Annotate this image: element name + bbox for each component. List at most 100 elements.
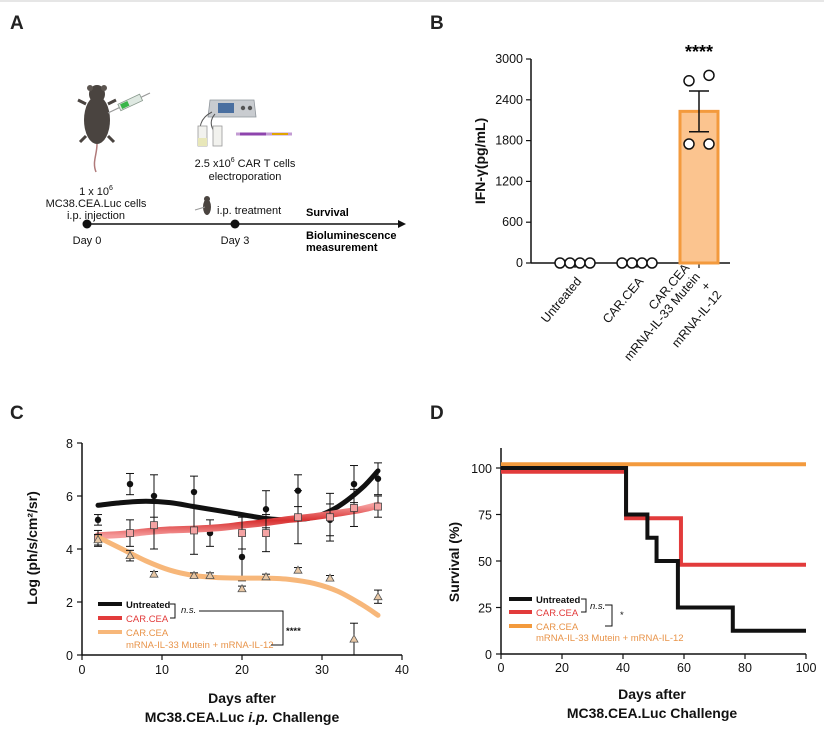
sig-label: * — [620, 610, 624, 621]
sig-bracket — [199, 610, 284, 646]
x-axis-label-line2: MC38.CEA.Luc Challenge — [567, 705, 738, 721]
survival-curve-0 — [501, 466, 806, 633]
y-tick-label: 600 — [502, 215, 523, 229]
data-point — [126, 480, 134, 488]
day0-dot — [82, 219, 92, 229]
data-point — [293, 565, 303, 574]
y-tick-label: 8 — [66, 437, 73, 451]
x-category-text: CAR.CEA — [600, 274, 647, 326]
panel-b-marks: **** — [554, 42, 720, 269]
data-point — [374, 475, 382, 482]
x-tick-label: 30 — [315, 663, 329, 677]
data-point — [150, 492, 158, 500]
data-point — [325, 573, 335, 582]
data-point — [554, 257, 566, 269]
small-mouse-icon — [194, 196, 211, 215]
data-point — [205, 570, 215, 579]
y-tick-label: 1200 — [495, 174, 523, 188]
legend-label-combo-2: mRNA-IL-33 Mutein + mRNA-IL-12 — [536, 633, 684, 644]
legend-label-combo-2: mRNA-IL-33 Mutein + mRNA-IL-12 — [126, 640, 274, 651]
data-point — [703, 138, 715, 150]
survival-curve-1 — [501, 469, 806, 567]
y-tick-label: 4 — [66, 543, 73, 557]
legend-label-car: CAR.CEA — [536, 608, 579, 619]
data-point — [646, 257, 658, 269]
legend-label-combo-1: CAR.CEA — [126, 628, 169, 639]
data-point — [374, 502, 382, 511]
x-tick-label: 40 — [395, 663, 409, 677]
biolum-line1: Bioluminescence — [306, 230, 396, 242]
data-point — [683, 75, 695, 87]
cart-count-label: 2.5 x106 CAR T cells — [195, 157, 296, 170]
x-axis-label-line1: Days after — [618, 686, 686, 702]
data-point — [636, 257, 648, 269]
data-point — [261, 572, 271, 581]
data-point — [238, 529, 246, 537]
legend-label-untreated: Untreated — [536, 595, 581, 606]
x-tick-label: 40 — [616, 661, 630, 675]
ns-bracket — [170, 603, 176, 619]
data-point — [125, 550, 135, 560]
data-point — [190, 526, 198, 535]
cells-line3: i.p. injection — [67, 210, 125, 222]
data-point — [616, 257, 628, 269]
mouse-icon — [77, 85, 117, 173]
y-tick-label: 50 — [478, 555, 492, 569]
y-tick-label: 0 — [516, 256, 523, 270]
y-tick-label: 25 — [478, 602, 492, 616]
x-tick-label: 0 — [498, 661, 505, 675]
y-tick-label: 1800 — [495, 134, 523, 148]
y-tick-label: 100 — [471, 462, 492, 476]
bar — [678, 109, 720, 265]
treatment-label: i.p. treatment — [217, 205, 281, 217]
x-tick-label: 60 — [677, 661, 691, 675]
data-point — [584, 257, 596, 269]
y-tick-label: 2 — [66, 596, 73, 610]
data-point — [189, 570, 199, 579]
data-point — [574, 257, 586, 269]
cells-count-label: 1 x 106 — [79, 185, 113, 198]
panel-b-chart: 0 600 1200 1800 2400 3000 IFN-γ(pg/mL) Untreate… — [472, 42, 730, 364]
ns-label: n.s. — [590, 601, 605, 612]
data-point — [294, 513, 302, 522]
data-point — [350, 504, 358, 512]
data-point — [238, 553, 246, 561]
data-point — [190, 488, 198, 496]
panel-label-a: A — [10, 13, 24, 34]
y-axis-label: Log (ph/s/cm²/sr) — [24, 491, 40, 605]
data-point — [350, 480, 358, 488]
syringe-icon — [107, 92, 151, 114]
legend-label-combo-1: CAR.CEA — [536, 622, 579, 633]
biolum-line2: measurement — [306, 242, 378, 254]
ns-bracket — [581, 598, 587, 613]
sig-bracket — [605, 604, 613, 627]
panel-label-c: C — [10, 403, 24, 424]
timeline-arrowhead — [398, 220, 406, 228]
data-point — [237, 583, 247, 593]
x-tick-label: 10 — [155, 663, 169, 677]
survival-label: Survival — [306, 207, 349, 219]
y-axis-label: Survival (%) — [446, 522, 462, 602]
panel-label-b: B — [430, 13, 444, 34]
panel-d-axes: 0 25 50 75 100 0 20 40 60 80 100 Survival (%) Days a… — [446, 448, 816, 721]
panel-d-chart: 0 25 50 75 100 0 20 40 60 80 100 Survival (%) Days a… — [446, 448, 816, 721]
x-tick-label: 80 — [738, 661, 752, 675]
data-point — [150, 521, 158, 530]
y-axis-label: IFN-γ(pg/mL) — [472, 118, 488, 204]
y-tick-label: 0 — [66, 649, 73, 663]
x-tick-label: 100 — [796, 661, 817, 675]
y-tick-label: 75 — [478, 509, 492, 523]
data-point — [94, 516, 102, 524]
panel-c-axes: 0 2 4 6 8 0 10 20 30 40 Log (ph/s/cm²/sr) Days afte… — [24, 437, 409, 725]
fit-curve-2 — [95, 534, 381, 618]
x-category-label: Untreated — [538, 274, 584, 325]
data-point — [149, 569, 159, 578]
cart-line2: electroporation — [209, 171, 282, 183]
data-point — [373, 591, 383, 601]
y-tick-label: 2400 — [495, 93, 523, 107]
y-tick-label: 6 — [66, 490, 73, 504]
data-point — [326, 513, 334, 522]
